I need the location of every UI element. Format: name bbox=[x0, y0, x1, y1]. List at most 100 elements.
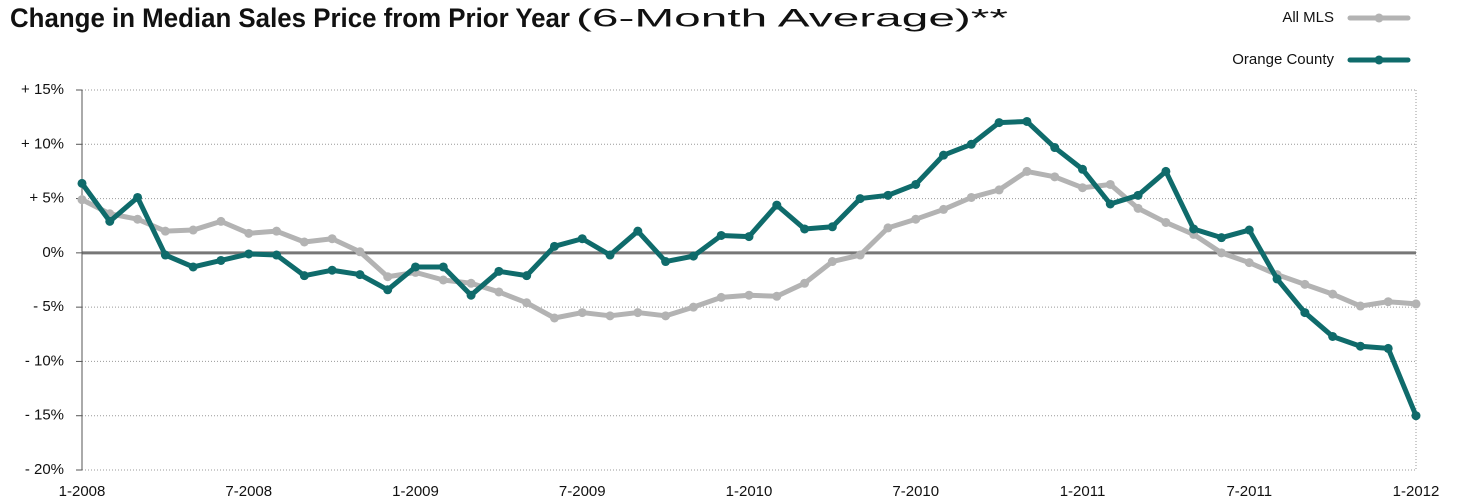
x-tick-label: 7-2010 bbox=[892, 483, 939, 500]
data-point bbox=[383, 285, 393, 295]
data-point bbox=[216, 216, 226, 226]
data-point bbox=[883, 223, 893, 233]
data-point bbox=[911, 179, 921, 189]
x-tick-label: 1-2008 bbox=[59, 483, 106, 500]
y-tick-label: + 15% bbox=[21, 81, 64, 98]
data-point bbox=[855, 194, 865, 204]
data-point bbox=[133, 192, 143, 202]
x-tick-label: 1-2011 bbox=[1060, 483, 1106, 500]
y-tick-label: - 5% bbox=[33, 298, 64, 315]
data-point bbox=[716, 230, 726, 240]
data-point bbox=[939, 150, 949, 160]
data-point bbox=[77, 178, 87, 188]
data-point bbox=[244, 249, 254, 259]
legend-marker bbox=[1374, 13, 1384, 23]
data-point bbox=[411, 262, 420, 272]
data-point bbox=[327, 234, 337, 244]
data-point bbox=[160, 250, 170, 260]
data-point bbox=[772, 200, 782, 210]
x-tick-label: 7-2008 bbox=[225, 483, 272, 500]
data-point bbox=[688, 302, 698, 312]
data-point bbox=[1411, 411, 1421, 421]
data-point bbox=[1328, 331, 1338, 341]
data-point bbox=[966, 139, 976, 149]
data-point bbox=[744, 290, 754, 300]
data-point bbox=[605, 250, 615, 260]
data-point bbox=[966, 192, 976, 202]
data-point bbox=[577, 234, 587, 244]
data-point bbox=[1105, 179, 1115, 189]
data-point bbox=[661, 311, 671, 321]
data-point bbox=[383, 272, 393, 282]
data-point bbox=[299, 271, 309, 281]
data-point bbox=[827, 222, 837, 232]
data-point bbox=[577, 308, 587, 318]
data-point bbox=[883, 190, 893, 200]
data-point bbox=[1300, 279, 1310, 289]
y-tick-label: - 15% bbox=[25, 407, 64, 424]
data-point bbox=[1022, 116, 1032, 126]
data-point bbox=[188, 225, 198, 235]
data-point bbox=[716, 292, 726, 302]
data-point bbox=[1300, 308, 1310, 318]
data-point bbox=[939, 204, 949, 214]
data-point bbox=[633, 226, 643, 236]
data-point bbox=[1272, 274, 1282, 284]
data-point bbox=[1078, 183, 1087, 193]
data-point bbox=[827, 257, 837, 267]
data-point bbox=[1244, 225, 1254, 235]
data-point bbox=[299, 237, 309, 247]
data-point bbox=[1078, 164, 1087, 174]
data-point bbox=[549, 241, 559, 251]
data-point bbox=[1383, 297, 1393, 307]
data-point bbox=[549, 313, 559, 323]
data-point bbox=[522, 298, 532, 308]
data-point bbox=[216, 255, 226, 265]
data-point bbox=[633, 308, 643, 318]
x-tick-label: 1-2009 bbox=[392, 483, 439, 500]
data-point bbox=[1022, 166, 1032, 176]
data-point bbox=[661, 257, 671, 267]
data-point bbox=[1161, 166, 1171, 176]
data-point bbox=[355, 270, 365, 280]
data-point bbox=[105, 216, 115, 226]
data-point bbox=[355, 247, 365, 257]
data-point bbox=[994, 185, 1004, 195]
legend-label: All MLS bbox=[1282, 9, 1334, 26]
data-point bbox=[800, 278, 810, 288]
data-point bbox=[605, 311, 615, 321]
legend-marker bbox=[1374, 55, 1384, 65]
data-point bbox=[1328, 289, 1338, 299]
x-tick-label: 7-2011 bbox=[1226, 483, 1272, 500]
data-point bbox=[272, 250, 282, 260]
y-tick-label: + 5% bbox=[29, 190, 64, 207]
y-tick-label: + 10% bbox=[21, 135, 64, 152]
data-point bbox=[1133, 203, 1143, 213]
data-point bbox=[1355, 301, 1365, 311]
data-point bbox=[494, 266, 504, 276]
data-point bbox=[327, 265, 337, 275]
chart-subtitle: (6-Month Average)** bbox=[576, 5, 1008, 33]
data-point bbox=[272, 226, 282, 236]
data-point bbox=[160, 226, 170, 236]
data-point bbox=[438, 262, 448, 272]
data-point bbox=[800, 224, 810, 234]
data-point bbox=[688, 251, 698, 261]
x-tick-label: 1-2012 bbox=[1393, 483, 1440, 500]
y-tick-label: 0% bbox=[42, 244, 64, 261]
data-point bbox=[772, 291, 782, 301]
data-point bbox=[466, 290, 476, 300]
data-point bbox=[133, 214, 143, 224]
data-point bbox=[744, 232, 754, 242]
data-point bbox=[1411, 299, 1421, 309]
data-point bbox=[1050, 172, 1060, 182]
data-point bbox=[994, 118, 1004, 128]
data-point bbox=[438, 275, 448, 285]
data-point bbox=[1189, 224, 1199, 234]
data-point bbox=[1050, 143, 1060, 153]
data-point bbox=[1244, 258, 1254, 268]
data-point bbox=[244, 228, 254, 238]
data-point bbox=[1383, 343, 1393, 353]
y-tick-label: - 20% bbox=[25, 461, 64, 478]
